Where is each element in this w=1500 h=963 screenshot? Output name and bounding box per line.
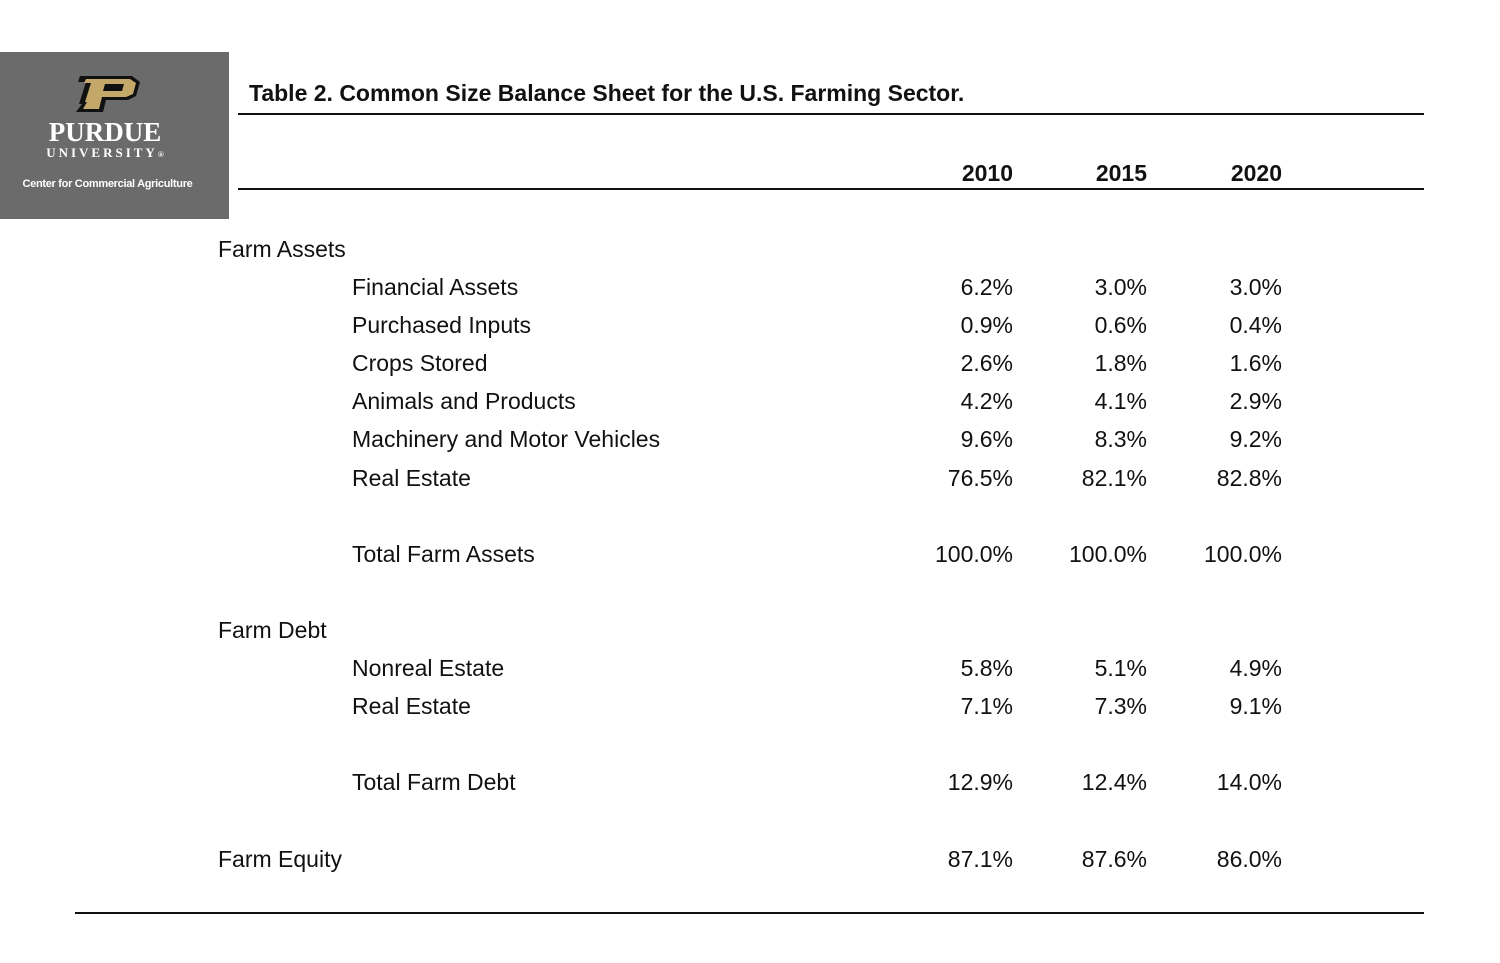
table-title: Table 2. Common Size Balance Sheet for t…	[249, 80, 965, 106]
table-cell: 12.4%	[1081, 769, 1147, 795]
year-header-2010: 2010	[961, 160, 1013, 186]
table-cell: 76.5%	[947, 465, 1013, 491]
row-label-machinery: Machinery and Motor Vehicles	[352, 426, 661, 452]
table-cell: 3.0%	[1094, 274, 1147, 300]
section-label-farm-assets: Farm Assets	[218, 236, 346, 262]
row-label-financial-assets: Financial Assets	[352, 274, 519, 300]
bottom-rule	[75, 912, 1424, 914]
table-cell: 82.8%	[1216, 465, 1282, 491]
table-cell: 1.6%	[1229, 350, 1282, 376]
table-cell: 5.1%	[1094, 655, 1147, 681]
row-label-purchased-inputs: Purchased Inputs	[352, 312, 532, 338]
table-cell: 87.6%	[1081, 846, 1147, 872]
table-cell: 82.1%	[1081, 465, 1147, 491]
table-cell: 2.6%	[960, 350, 1013, 376]
table-cell: 100.0%	[934, 541, 1013, 567]
logo-subname: UNIVERSITY®	[46, 145, 164, 160]
purdue-p-logo-icon	[76, 76, 140, 112]
table-cell: 9.6%	[960, 426, 1013, 452]
table-cell: 3.0%	[1229, 274, 1282, 300]
table-cell: 5.8%	[960, 655, 1013, 681]
section-label-farm-debt: Farm Debt	[218, 617, 327, 643]
table-cell: 86.0%	[1216, 846, 1282, 872]
row-label-nonreal-estate: Nonreal Estate	[352, 655, 505, 681]
table-cell: 4.9%	[1229, 655, 1282, 681]
table-cell: 100.0%	[1203, 541, 1282, 567]
table-cell: 8.3%	[1094, 426, 1147, 452]
table-cell: 14.0%	[1216, 769, 1282, 795]
table-cell: 1.8%	[1094, 350, 1147, 376]
row-label-total-farm-debt: Total Farm Debt	[352, 769, 516, 795]
logo-center-name: Center for Commercial Agriculture	[22, 178, 193, 190]
table-cell: 7.3%	[1094, 693, 1147, 719]
header-rule	[238, 188, 1424, 190]
section-label-farm-equity: Farm Equity	[218, 846, 342, 872]
table-cell: 0.9%	[960, 312, 1013, 338]
table-cell: 12.9%	[947, 769, 1013, 795]
row-label-real-estate-debt: Real Estate	[352, 693, 471, 719]
table-cell: 2.9%	[1229, 388, 1282, 414]
table-cell: 87.1%	[947, 846, 1013, 872]
table-cell: 7.1%	[960, 693, 1013, 719]
table-cell: 4.2%	[960, 388, 1013, 414]
registered-mark: ®	[157, 150, 164, 159]
year-header-2020: 2020	[1230, 160, 1282, 186]
title-rule	[238, 113, 1424, 115]
row-label-animals-and-products: Animals and Products	[352, 388, 576, 414]
row-label-crops-stored: Crops Stored	[352, 350, 488, 376]
row-label-real-estate-assets: Real Estate	[352, 465, 471, 491]
year-header-2015: 2015	[1095, 160, 1147, 186]
table-cell: 9.1%	[1229, 693, 1282, 719]
table-cell: 0.6%	[1094, 312, 1147, 338]
table-cell: 0.4%	[1229, 312, 1282, 338]
logo-name: PURDUE	[48, 117, 162, 147]
row-label-total-farm-assets: Total Farm Assets	[352, 541, 535, 567]
table-cell: 100.0%	[1068, 541, 1147, 567]
table-cell: 4.1%	[1094, 388, 1147, 414]
table-cell: 6.2%	[960, 274, 1013, 300]
table-cell: 9.2%	[1229, 426, 1282, 452]
purdue-logo: PURDUE UNIVERSITY® Center for Commercial…	[0, 52, 229, 219]
